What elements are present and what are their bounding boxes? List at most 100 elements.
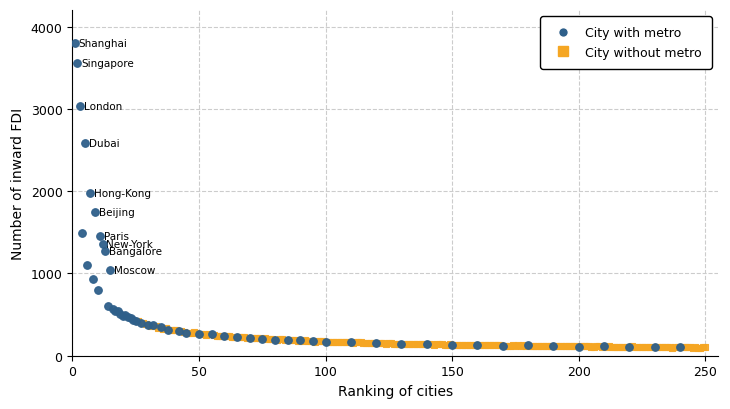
Point bbox=[654, 344, 666, 351]
Text: Shanghai: Shanghai bbox=[79, 39, 128, 49]
Point bbox=[147, 321, 159, 328]
Point bbox=[112, 308, 123, 315]
Point bbox=[274, 336, 285, 343]
Point bbox=[317, 338, 328, 345]
Point bbox=[431, 341, 443, 348]
Point bbox=[441, 342, 453, 348]
Point bbox=[360, 339, 372, 346]
Point bbox=[79, 141, 91, 147]
Point bbox=[325, 339, 337, 345]
Point bbox=[315, 338, 326, 345]
Point bbox=[383, 340, 395, 346]
Point bbox=[689, 344, 701, 351]
Point bbox=[196, 330, 207, 337]
Point bbox=[553, 343, 564, 349]
Point bbox=[120, 312, 131, 318]
Point bbox=[401, 341, 412, 347]
Point bbox=[421, 342, 433, 348]
Point bbox=[289, 337, 301, 344]
Point bbox=[601, 344, 612, 350]
Point bbox=[132, 318, 144, 325]
Point bbox=[391, 341, 402, 347]
Point bbox=[375, 340, 387, 347]
Point bbox=[82, 262, 93, 268]
Point bbox=[680, 344, 691, 351]
Point bbox=[492, 342, 504, 348]
Point bbox=[502, 343, 514, 349]
Point bbox=[626, 344, 638, 350]
Point bbox=[482, 342, 493, 349]
Legend: City with metro, City without metro: City with metro, City without metro bbox=[540, 17, 712, 70]
Point bbox=[294, 337, 306, 344]
Point bbox=[423, 341, 435, 348]
Point bbox=[153, 324, 164, 331]
Point bbox=[568, 343, 580, 350]
Text: New-York: New-York bbox=[107, 239, 153, 249]
Point bbox=[97, 241, 109, 247]
Point bbox=[158, 326, 169, 332]
Point bbox=[684, 344, 696, 351]
Point bbox=[228, 334, 240, 341]
Point bbox=[142, 321, 154, 328]
Point bbox=[307, 338, 319, 344]
Point bbox=[216, 333, 228, 339]
Point bbox=[403, 341, 415, 348]
Point bbox=[87, 276, 99, 282]
Point bbox=[517, 342, 529, 349]
Point bbox=[560, 343, 572, 350]
Point bbox=[522, 342, 534, 348]
Point bbox=[135, 320, 147, 326]
Point bbox=[201, 331, 212, 338]
Point bbox=[77, 231, 88, 237]
Point bbox=[163, 327, 174, 333]
Point bbox=[656, 344, 668, 351]
Point bbox=[459, 342, 471, 348]
Point bbox=[251, 335, 263, 342]
Point bbox=[320, 338, 331, 345]
Point bbox=[444, 342, 456, 348]
Text: Hong-Kong: Hong-Kong bbox=[93, 188, 151, 198]
Point bbox=[558, 343, 569, 350]
Point bbox=[168, 327, 180, 333]
Point bbox=[525, 343, 537, 349]
Point bbox=[150, 324, 161, 330]
Point bbox=[140, 321, 152, 328]
Point bbox=[345, 339, 357, 346]
Point bbox=[104, 267, 116, 274]
Point bbox=[593, 344, 605, 350]
Point bbox=[102, 303, 114, 309]
Point bbox=[666, 344, 678, 351]
Point bbox=[198, 331, 210, 338]
Point bbox=[342, 339, 354, 346]
Point bbox=[466, 342, 478, 348]
Y-axis label: Number of inward FDI: Number of inward FDI bbox=[11, 108, 25, 259]
Point bbox=[550, 343, 562, 350]
Point bbox=[556, 343, 567, 350]
Point bbox=[115, 311, 126, 317]
Point bbox=[236, 334, 247, 341]
Point bbox=[160, 325, 172, 332]
Point bbox=[332, 339, 344, 345]
Point bbox=[532, 343, 544, 349]
Point bbox=[603, 343, 615, 350]
Point bbox=[540, 343, 552, 349]
Point bbox=[634, 344, 645, 351]
Point bbox=[396, 341, 407, 347]
Point bbox=[117, 313, 128, 319]
Point bbox=[537, 343, 549, 349]
Point bbox=[206, 331, 218, 338]
Point bbox=[385, 340, 397, 346]
Point bbox=[418, 341, 430, 347]
Point bbox=[284, 337, 296, 344]
Text: Singapore: Singapore bbox=[81, 58, 134, 69]
Point bbox=[596, 344, 607, 350]
Point bbox=[312, 338, 323, 344]
Point bbox=[699, 344, 711, 351]
Point bbox=[464, 342, 476, 348]
Point bbox=[411, 340, 423, 347]
Point bbox=[641, 344, 653, 351]
Point bbox=[694, 344, 706, 351]
Point bbox=[94, 234, 106, 240]
Point bbox=[145, 322, 157, 329]
Point bbox=[507, 342, 519, 349]
